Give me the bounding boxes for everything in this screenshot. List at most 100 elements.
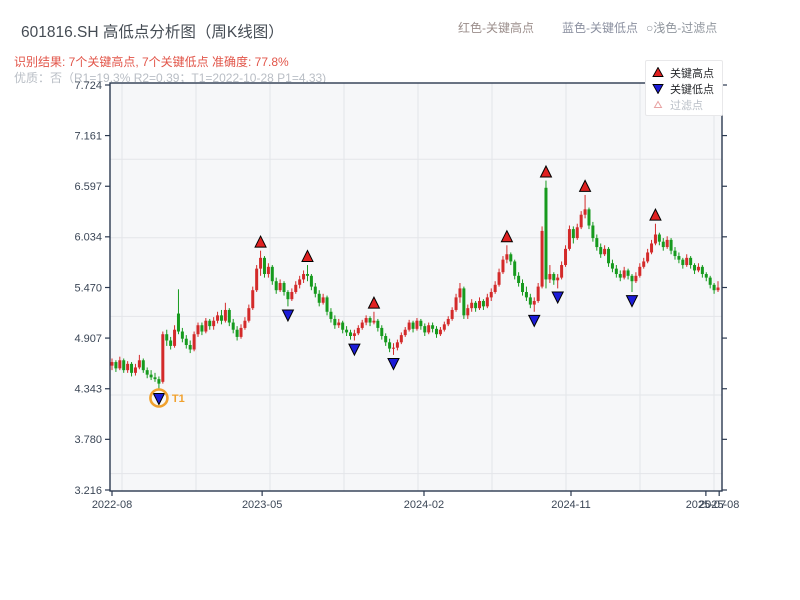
candle-body [673, 250, 677, 257]
candle-body [255, 268, 259, 291]
candle-body [450, 309, 454, 319]
candle-body [313, 286, 317, 294]
key-low-marker [281, 309, 295, 323]
candle-body [130, 363, 134, 373]
candle-body [231, 322, 235, 330]
candle-body [180, 331, 184, 339]
key-low-marker [152, 393, 166, 406]
candle-body [610, 263, 614, 269]
candle-body [337, 322, 341, 326]
y-tick-label: 7.161 [74, 130, 102, 142]
candle-body [626, 270, 630, 276]
candle-body [122, 360, 126, 371]
candle-body [348, 332, 352, 337]
candle-body [540, 230, 544, 287]
candle-body [302, 274, 306, 280]
candle-body [133, 367, 137, 373]
candle-body [196, 325, 200, 335]
candle-body [603, 248, 607, 255]
legend-label-filtered: 过滤点 [670, 99, 703, 112]
candle-body [646, 252, 650, 262]
candle-body [564, 248, 568, 266]
candle-body [321, 297, 325, 303]
candle-body [700, 266, 704, 275]
candle-body [712, 284, 716, 291]
y-tick-label: 3.780 [74, 434, 102, 446]
candle-body [114, 362, 118, 369]
filtered-triangle-icon [653, 100, 663, 108]
candle-body [286, 291, 290, 300]
candle-body [458, 288, 462, 298]
t1-label: T1 [172, 393, 185, 405]
key-high-marker [500, 229, 514, 243]
t1-circle [149, 388, 169, 408]
candle-body [380, 327, 384, 337]
y-tick-label: 5.470 [74, 282, 102, 294]
candle-body [274, 281, 278, 291]
candle-body [305, 274, 309, 276]
candle-body [653, 234, 657, 244]
candle-body [161, 334, 165, 382]
candle-body [411, 322, 415, 329]
candle-body [708, 277, 712, 285]
y-tick-label: 6.597 [74, 181, 102, 193]
candle-body [317, 293, 321, 303]
candle-body [544, 187, 548, 280]
candle-body [642, 261, 646, 267]
candle-body [145, 370, 149, 375]
candle-body [227, 309, 231, 323]
candle-body [431, 325, 435, 329]
quality-line-text: 优质：否（R1=19.3% R2=0.39；T1=2022-10-28 P1=4… [14, 71, 327, 85]
candle-body [704, 274, 708, 278]
x-tick-label: 2025-07 [686, 499, 726, 511]
candle-body [364, 318, 368, 323]
candle-body [219, 315, 223, 321]
candle-body [403, 329, 407, 336]
candle-body [282, 283, 286, 292]
candle-body [689, 257, 693, 266]
candle-body [169, 340, 173, 346]
candle-body [341, 322, 345, 330]
candle-body [376, 320, 380, 328]
candle-body [137, 360, 141, 368]
x-tick-label: 2024-11 [551, 499, 591, 511]
candle-body [638, 266, 642, 276]
x-tick-label: 2023-05 [242, 499, 282, 511]
candle-body [200, 325, 204, 332]
candle-body [165, 334, 169, 341]
candle-body [614, 268, 618, 275]
recognition-result-text: 识别结果: 7个关键高点, 7个关键低点 准确度: 77.8% [14, 55, 289, 69]
candle-body [259, 257, 263, 269]
key-high-triangle-icon [652, 67, 664, 77]
candle-body [583, 209, 587, 215]
candle-body [243, 320, 247, 328]
candle-body [591, 225, 595, 239]
candle-body [415, 320, 419, 329]
candle-body [239, 327, 243, 337]
x-tick-label: 2025-08 [699, 499, 739, 511]
candle-body [622, 270, 626, 278]
candle-body [184, 338, 188, 345]
y-tick-label: 4.907 [74, 333, 102, 345]
candle-body [333, 318, 337, 326]
candle-body [388, 342, 392, 349]
plot-background [110, 83, 722, 491]
candle-body [126, 363, 130, 371]
candle-body [407, 322, 411, 330]
chart-legend-box: 关键高点 关键低点 过滤点 [645, 60, 723, 116]
candle-body [501, 259, 505, 273]
candle-body [290, 291, 294, 300]
candle-body [262, 257, 266, 275]
candle-body [607, 248, 611, 264]
candle-body [427, 325, 431, 333]
candle-body [423, 326, 427, 333]
key-low-marker [348, 343, 361, 357]
candle-body [176, 313, 180, 332]
candle-body [489, 291, 493, 298]
candle-body [192, 334, 196, 350]
key-high-marker [301, 249, 314, 262]
candle-body [567, 229, 571, 249]
candle-body [599, 247, 603, 255]
y-tick-label: 7.724 [74, 80, 102, 92]
candle-body [661, 241, 665, 248]
